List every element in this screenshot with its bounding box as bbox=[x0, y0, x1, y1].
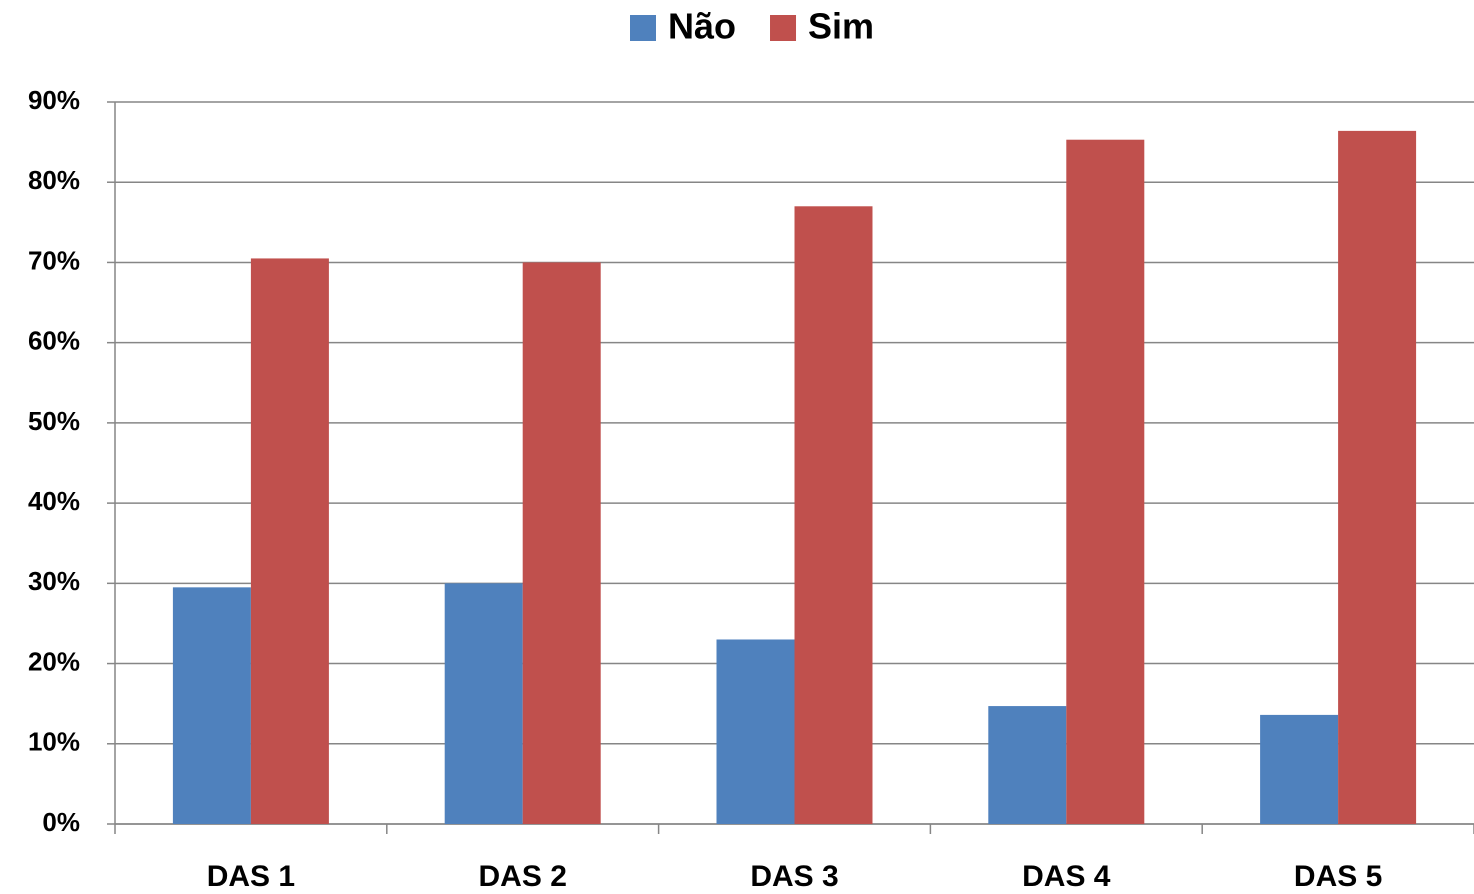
y-tick-label: 50% bbox=[28, 406, 80, 436]
x-tick-label: DAS 3 bbox=[750, 860, 838, 893]
legend-swatch bbox=[630, 15, 656, 41]
x-tick-label: DAS 4 bbox=[1022, 860, 1111, 893]
y-tick-label: 90% bbox=[28, 85, 80, 115]
x-tick-label: DAS 2 bbox=[479, 860, 567, 893]
legend-label: Sim bbox=[808, 6, 874, 47]
y-tick-label: 0% bbox=[42, 807, 80, 837]
bar bbox=[1260, 714, 1339, 824]
y-tick-label: 10% bbox=[28, 727, 80, 757]
y-tick-label: 40% bbox=[28, 486, 80, 516]
x-tick-label: DAS 1 bbox=[207, 860, 295, 893]
bar bbox=[444, 583, 523, 824]
y-tick-label: 70% bbox=[28, 245, 80, 275]
y-tick-label: 80% bbox=[28, 165, 80, 195]
y-tick-label: 60% bbox=[28, 326, 80, 356]
bar bbox=[988, 706, 1067, 824]
y-tick-label: 30% bbox=[28, 566, 80, 596]
bar bbox=[794, 206, 873, 825]
bar bbox=[522, 262, 601, 824]
legend: Não Sim bbox=[630, 6, 874, 47]
legend-swatch bbox=[770, 15, 797, 41]
bar bbox=[1066, 139, 1145, 824]
legend-label: Não bbox=[668, 6, 736, 47]
x-tick-label: DAS 5 bbox=[1294, 860, 1382, 893]
bar bbox=[716, 639, 795, 824]
bar bbox=[250, 258, 329, 824]
bar bbox=[1338, 130, 1417, 824]
bar bbox=[172, 587, 251, 824]
y-tick-label: 20% bbox=[28, 646, 80, 676]
